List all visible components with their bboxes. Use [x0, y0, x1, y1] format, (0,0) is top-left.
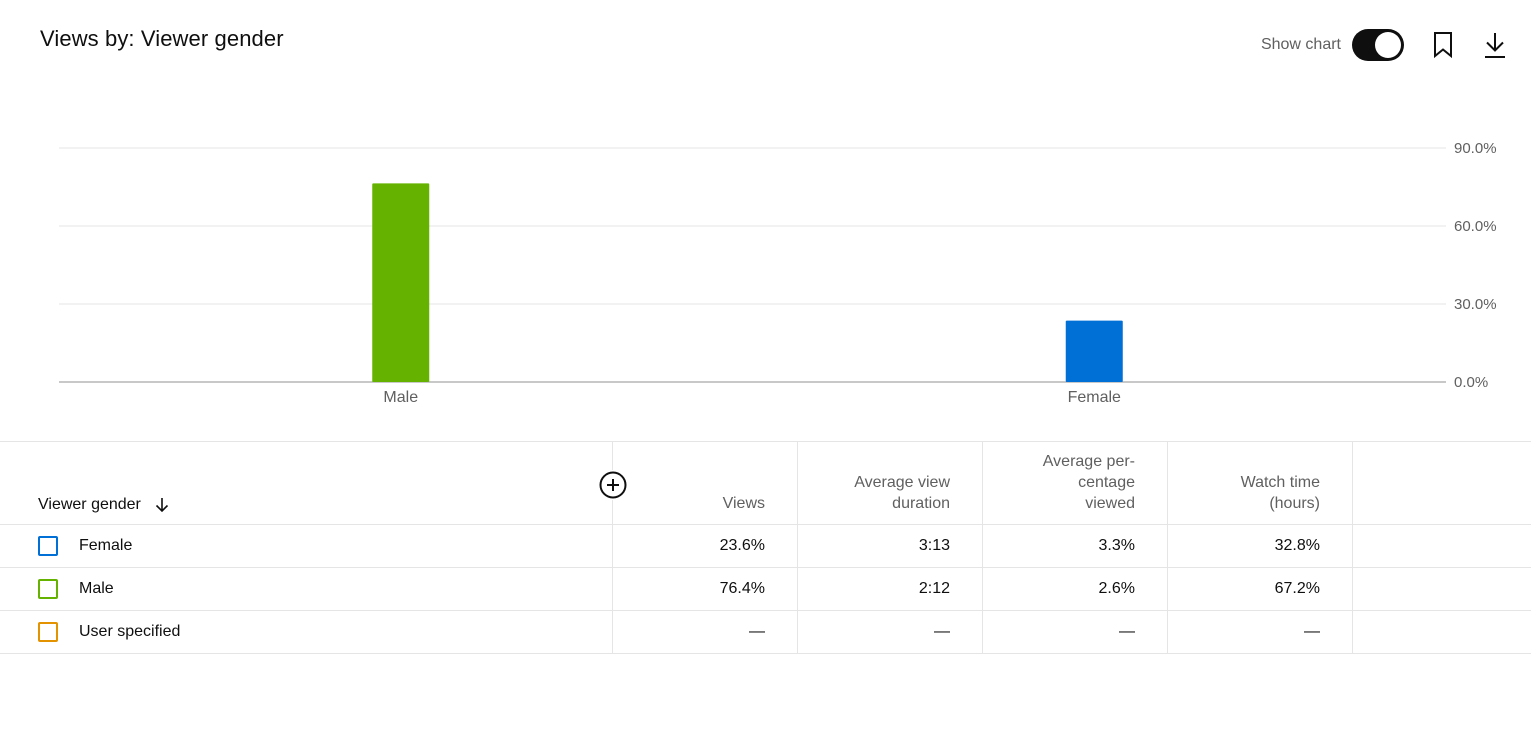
column-header-avg-percentage-viewed[interactable]: Average per- centage viewed: [983, 442, 1168, 524]
column-header-watch-time[interactable]: Watch time (hours): [1168, 442, 1353, 524]
header-spacer: [1353, 442, 1531, 524]
sort-descending-button[interactable]: [153, 496, 171, 514]
column-header-views[interactable]: Views: [613, 442, 798, 524]
table-row-user-specified: User specified — — — —: [0, 611, 1531, 654]
header-line: Average view: [854, 474, 950, 491]
bookmark-button[interactable]: [1425, 27, 1461, 63]
download-button[interactable]: [1477, 27, 1513, 63]
row-spacer: [1353, 611, 1531, 653]
y-tick-label: 0.0%: [1454, 374, 1488, 391]
cell-views: 23.6%: [613, 525, 798, 567]
header-line: Watch time: [1240, 474, 1320, 491]
series-checkbox-user-specified[interactable]: [38, 622, 58, 642]
add-metric-button[interactable]: [598, 470, 628, 500]
row-spacer: [1353, 568, 1531, 610]
cell-views: —: [613, 611, 798, 653]
table-row-female: Female 23.6% 3:13 3.3% 32.8%: [0, 525, 1531, 568]
cell-watch-time: 67.2%: [1168, 568, 1353, 610]
row-label: Female: [79, 537, 133, 554]
row-label-cell: Female: [0, 525, 613, 567]
column-header-avg-view-duration[interactable]: Average view duration: [798, 442, 983, 524]
download-icon: [1485, 33, 1505, 58]
dimension-header-cell: Viewer gender: [0, 442, 628, 524]
y-tick-label: 60.0%: [1454, 218, 1497, 235]
cell-watch-time: —: [1168, 611, 1353, 653]
toggle-knob: [1375, 32, 1401, 58]
series-checkbox-male[interactable]: [38, 579, 58, 599]
cell-views: 76.4%: [613, 568, 798, 610]
cell-watch-time: 32.8%: [1168, 525, 1353, 567]
table-header-row: Viewer gender Views Average view duratio…: [0, 441, 1531, 525]
row-spacer: [1353, 525, 1531, 567]
y-tick-label: 30.0%: [1454, 296, 1497, 313]
row-label-cell: Male: [0, 568, 613, 610]
cell-avg-percentage-viewed: 2.6%: [983, 568, 1168, 610]
bar-chart-svg: 90.0% 60.0% 30.0% 0.0% Male Female: [59, 140, 1497, 406]
show-chart-label: Show chart: [1260, 36, 1341, 53]
x-category-label: Male: [383, 389, 418, 406]
header-line: viewed: [1085, 495, 1135, 512]
table-row-male: Male 76.4% 2:12 2.6% 67.2%: [0, 568, 1531, 611]
header-line: Views: [722, 495, 765, 512]
header-line: Average per-: [1042, 453, 1135, 470]
row-label: User specified: [79, 623, 181, 640]
add-circle-icon: [599, 471, 627, 499]
header-line: duration: [892, 495, 950, 512]
row-label-cell: User specified: [0, 611, 613, 653]
x-category-label: Female: [1068, 389, 1121, 406]
dimension-header: Viewer gender: [38, 496, 141, 513]
series-checkbox-female[interactable]: [38, 536, 58, 556]
bookmark-icon: [1434, 32, 1452, 59]
cell-avg-percentage-viewed: 3.3%: [983, 525, 1168, 567]
chart-toolbar: Show chart: [1261, 28, 1531, 62]
header-line: centage: [1078, 474, 1135, 491]
cell-avg-percentage-viewed: —: [983, 611, 1168, 653]
bar-chart: 90.0% 60.0% 30.0% 0.0% Male Female: [0, 120, 1531, 420]
header-line: (hours): [1269, 495, 1320, 512]
bar-male: [372, 183, 430, 382]
page-title: Views by: Viewer gender: [40, 26, 284, 51]
bar-female: [1065, 320, 1123, 382]
cell-avg-view-duration: 3:13: [798, 525, 983, 567]
y-tick-label: 90.0%: [1454, 140, 1497, 157]
arrow-down-icon: [155, 498, 168, 513]
cell-avg-view-duration: 2:12: [798, 568, 983, 610]
cell-avg-view-duration: —: [798, 611, 983, 653]
show-chart-toggle[interactable]: [1352, 29, 1404, 61]
data-table: Viewer gender Views Average view duratio…: [0, 441, 1531, 654]
row-label: Male: [79, 580, 114, 597]
